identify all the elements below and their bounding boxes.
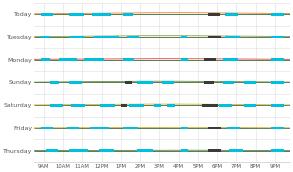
Bar: [225, 36, 240, 38]
Bar: [204, 58, 216, 61]
Bar: [67, 127, 79, 129]
Bar: [154, 104, 161, 107]
Bar: [244, 104, 255, 107]
Bar: [92, 13, 111, 15]
Bar: [180, 127, 188, 129]
Bar: [123, 58, 134, 61]
Bar: [225, 13, 238, 15]
Bar: [180, 58, 188, 61]
Bar: [167, 104, 175, 107]
Bar: [41, 127, 54, 129]
Bar: [271, 127, 285, 129]
Bar: [208, 36, 221, 38]
Bar: [59, 58, 76, 61]
Bar: [271, 81, 285, 84]
Bar: [223, 58, 238, 61]
Bar: [208, 127, 221, 129]
Bar: [123, 13, 133, 15]
Bar: [41, 36, 50, 38]
Bar: [94, 36, 119, 38]
Bar: [271, 149, 285, 152]
Bar: [219, 104, 231, 107]
Bar: [208, 149, 221, 152]
Bar: [71, 104, 85, 107]
Bar: [99, 149, 114, 152]
Bar: [204, 81, 214, 84]
Bar: [84, 58, 103, 61]
Bar: [271, 36, 285, 38]
Bar: [180, 149, 188, 152]
Bar: [162, 81, 174, 84]
Bar: [41, 13, 52, 15]
Bar: [271, 13, 285, 15]
Bar: [127, 36, 139, 38]
Bar: [271, 58, 285, 61]
Bar: [202, 104, 218, 107]
Bar: [50, 104, 63, 107]
Bar: [223, 81, 234, 84]
Bar: [69, 81, 82, 84]
Bar: [121, 104, 127, 107]
Bar: [125, 81, 132, 84]
Bar: [50, 81, 59, 84]
Bar: [69, 149, 88, 152]
Bar: [137, 149, 153, 152]
Bar: [227, 127, 240, 129]
Bar: [129, 104, 144, 107]
Bar: [123, 127, 138, 129]
Bar: [271, 104, 285, 107]
Bar: [208, 13, 220, 15]
Bar: [244, 81, 255, 84]
Bar: [46, 149, 58, 152]
Bar: [41, 58, 50, 61]
Bar: [90, 127, 109, 129]
Bar: [69, 13, 84, 15]
Bar: [137, 81, 153, 84]
Bar: [100, 104, 115, 107]
Bar: [69, 36, 84, 38]
Bar: [180, 36, 187, 38]
Bar: [229, 149, 243, 152]
